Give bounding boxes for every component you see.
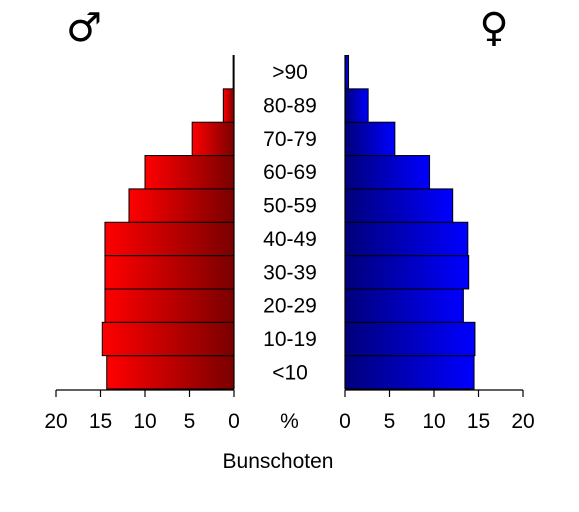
age-group-label: 20-29 [263, 295, 317, 318]
x-tick-label: 0 [339, 410, 351, 433]
age-group-label: 70-79 [263, 128, 317, 151]
female-bar [344, 288, 464, 323]
x-axis: 20 15 10 5 0 0 5 10 15 20 [44, 389, 535, 433]
x-axis-unit-label: % [280, 410, 299, 433]
male-bar [191, 121, 235, 157]
age-group-label: 30-39 [263, 261, 317, 284]
age-labels: <10 10-19 20-29 30-39 40-49 50-59 60-69 70-79 80… [263, 61, 317, 384]
female-symbol: ♀ [479, 5, 508, 51]
female-bar [344, 88, 369, 123]
female-bar [344, 121, 396, 157]
female-bar [344, 188, 454, 223]
x-tick-label: 20 [511, 410, 534, 433]
female-bars [344, 55, 476, 390]
x-tick-label: 0 [228, 410, 240, 433]
x-tick-label: 20 [44, 410, 67, 433]
male-bar [104, 288, 235, 323]
age-group-label: 60-69 [263, 161, 317, 184]
x-tick-label: 10 [422, 410, 445, 433]
x-tick-label: 15 [467, 410, 490, 433]
male-bars [101, 55, 235, 390]
age-group-label: 80-89 [263, 95, 317, 118]
x-tick-label: 15 [89, 410, 112, 433]
chart-caption: Bunschoten [223, 450, 334, 473]
female-bar [344, 321, 476, 357]
male-bar [101, 321, 235, 357]
female-bar [344, 155, 431, 190]
male-bar [104, 255, 235, 290]
x-tick-label: 10 [133, 410, 156, 433]
male-bar [128, 188, 235, 223]
age-group-label: 40-49 [263, 228, 317, 251]
male-bar [104, 221, 235, 257]
age-group-label: 50-59 [263, 195, 317, 218]
age-group-label: <10 [272, 361, 308, 384]
female-bar [344, 255, 470, 290]
male-symbol: ♂ [66, 5, 102, 51]
male-bar [144, 155, 235, 190]
female-bar [344, 355, 475, 390]
male-bar [106, 355, 235, 390]
male-bar [222, 88, 235, 123]
age-group-label: 10-19 [263, 328, 317, 351]
x-tick-label: 5 [384, 410, 396, 433]
x-tick-label: 5 [184, 410, 196, 433]
female-bar [344, 221, 469, 257]
age-group-label: >90 [272, 61, 308, 84]
